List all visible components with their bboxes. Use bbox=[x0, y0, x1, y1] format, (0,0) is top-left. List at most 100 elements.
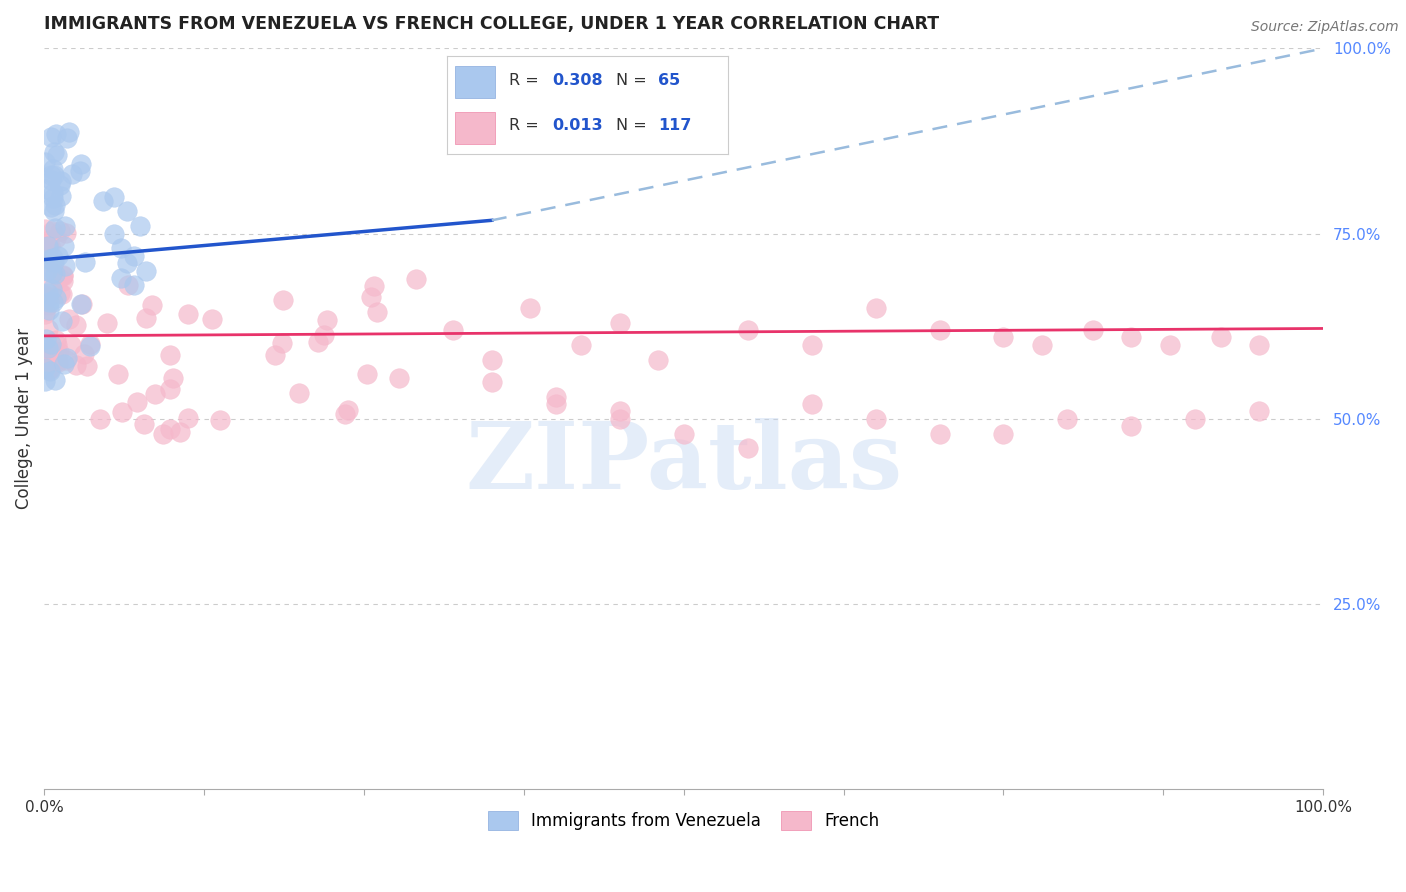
Point bbox=[39, 168, 62, 182]
Point bbox=[38, 364, 60, 378]
Point bbox=[34, 244, 56, 259]
Point bbox=[928, 323, 950, 337]
Point bbox=[52, 268, 75, 283]
Point bbox=[737, 323, 759, 337]
Point bbox=[34, 304, 56, 318]
Point bbox=[55, 226, 77, 240]
Point bbox=[42, 256, 65, 270]
Text: ZIPatlas: ZIPatlas bbox=[465, 418, 903, 508]
Point bbox=[34, 340, 56, 354]
Point bbox=[519, 301, 541, 315]
Point bbox=[34, 182, 56, 196]
Point bbox=[865, 301, 887, 315]
Point bbox=[110, 242, 132, 256]
Point bbox=[45, 231, 67, 245]
Point bbox=[107, 367, 129, 381]
Point bbox=[366, 305, 388, 319]
Point bbox=[1184, 412, 1206, 426]
Text: Source: ZipAtlas.com: Source: ZipAtlas.com bbox=[1251, 20, 1399, 34]
Point bbox=[39, 362, 62, 376]
Point bbox=[544, 390, 567, 404]
Point bbox=[79, 339, 101, 353]
Y-axis label: College, Under 1 year: College, Under 1 year bbox=[15, 328, 32, 509]
Point bbox=[48, 345, 70, 359]
Point bbox=[73, 347, 96, 361]
Point bbox=[42, 252, 65, 266]
Point bbox=[37, 285, 59, 300]
Point bbox=[481, 352, 503, 367]
Point bbox=[1121, 330, 1143, 344]
Point bbox=[159, 422, 181, 436]
Point bbox=[1081, 323, 1104, 337]
Point bbox=[333, 407, 356, 421]
Point bbox=[70, 297, 93, 311]
Point bbox=[135, 311, 157, 326]
Point bbox=[122, 249, 145, 263]
Point bbox=[609, 412, 631, 426]
Point bbox=[56, 351, 79, 365]
Point bbox=[42, 204, 65, 219]
Point bbox=[42, 145, 65, 159]
Point bbox=[928, 426, 950, 441]
Point bbox=[37, 358, 59, 372]
Point bbox=[42, 169, 65, 183]
Point bbox=[70, 156, 93, 170]
Point bbox=[363, 279, 385, 293]
Point bbox=[96, 316, 118, 330]
Point bbox=[44, 267, 66, 281]
Point bbox=[42, 294, 65, 309]
Point bbox=[993, 426, 1015, 441]
Point bbox=[48, 270, 70, 285]
Point bbox=[41, 266, 63, 280]
Point bbox=[51, 314, 73, 328]
Point bbox=[37, 361, 59, 376]
Point bbox=[52, 268, 75, 282]
Point bbox=[111, 405, 134, 419]
Point bbox=[672, 426, 695, 441]
Point bbox=[360, 290, 382, 304]
Point bbox=[162, 370, 184, 384]
Point bbox=[143, 387, 166, 401]
Point bbox=[45, 333, 67, 347]
Point bbox=[41, 282, 63, 296]
Point bbox=[46, 249, 69, 263]
Point bbox=[89, 411, 111, 425]
Point bbox=[49, 224, 72, 238]
Point bbox=[544, 397, 567, 411]
Point bbox=[129, 219, 152, 234]
Point bbox=[39, 200, 62, 214]
Point bbox=[270, 335, 292, 350]
Point bbox=[37, 289, 59, 303]
Point bbox=[1159, 337, 1181, 351]
Point bbox=[135, 263, 157, 277]
Point bbox=[60, 167, 83, 181]
Point bbox=[38, 264, 60, 278]
Point bbox=[314, 328, 336, 343]
Point bbox=[51, 287, 73, 301]
Point bbox=[37, 322, 59, 336]
Point bbox=[46, 147, 69, 161]
Point bbox=[39, 352, 62, 367]
Point bbox=[737, 442, 759, 456]
Point bbox=[91, 194, 114, 209]
Point bbox=[287, 386, 309, 401]
Point bbox=[865, 412, 887, 426]
Point bbox=[37, 341, 59, 355]
Point bbox=[46, 338, 69, 352]
Point bbox=[337, 403, 360, 417]
Point bbox=[41, 343, 63, 358]
Point bbox=[800, 397, 823, 411]
Point bbox=[569, 337, 592, 351]
Point bbox=[58, 311, 80, 326]
Point bbox=[69, 164, 91, 178]
Point bbox=[609, 404, 631, 418]
Point bbox=[34, 361, 56, 376]
Point bbox=[1249, 404, 1271, 418]
Point bbox=[117, 278, 139, 293]
Point bbox=[49, 286, 72, 301]
Point bbox=[38, 363, 60, 377]
Point bbox=[37, 344, 59, 359]
Point bbox=[49, 189, 72, 203]
Point bbox=[55, 353, 77, 368]
Point bbox=[34, 239, 56, 253]
